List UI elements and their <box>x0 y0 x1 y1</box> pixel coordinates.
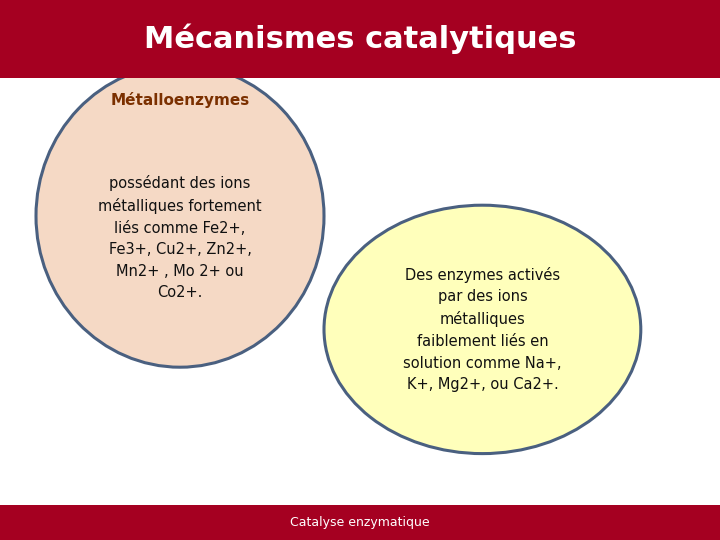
FancyBboxPatch shape <box>0 505 720 540</box>
Ellipse shape <box>36 65 324 367</box>
Text: possédant des ions
métalliques fortement
liés comme Fe2+,
Fe3+, Cu2+, Zn2+,
Mn2+: possédant des ions métalliques fortement… <box>98 175 262 300</box>
Ellipse shape <box>324 205 641 454</box>
Text: Mécanismes catalytiques: Mécanismes catalytiques <box>144 24 576 55</box>
FancyBboxPatch shape <box>0 0 720 78</box>
Text: Catalyse enzymatique: Catalyse enzymatique <box>290 516 430 529</box>
Text: Des enzymes activés
par des ions
métalliques
faiblement liés en
solution comme N: Des enzymes activés par des ions métalli… <box>403 267 562 392</box>
Text: Métalloenzymes: Métalloenzymes <box>110 92 250 108</box>
